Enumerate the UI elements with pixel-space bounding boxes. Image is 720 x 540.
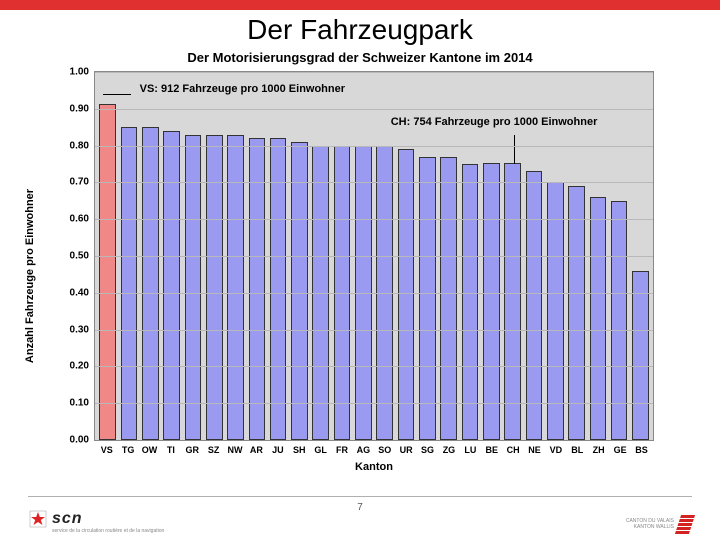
y-tick-label: 0.90: [70, 103, 95, 114]
grid-line: [95, 182, 653, 183]
x-axis-label: Kanton: [94, 461, 654, 473]
x-tick-label: NE: [524, 441, 545, 455]
x-tick-label: FR: [331, 441, 352, 455]
bar: [462, 164, 479, 440]
bar: [249, 138, 266, 440]
x-tick-label: VS: [96, 441, 117, 455]
chart-container: Anzahl Fahrzeuge pro Einwohner VS: 912 F…: [40, 71, 680, 481]
grid-line: [95, 330, 653, 331]
valais-stripes-icon: [675, 515, 695, 534]
x-tick-label: SG: [417, 441, 438, 455]
x-tick-label: SZ: [203, 441, 224, 455]
y-tick-label: 0.80: [70, 140, 95, 151]
chart-title: Der Motorisierungsgrad der Schweizer Kan…: [0, 50, 720, 65]
grid-line: [95, 109, 653, 110]
x-tick-label: TG: [117, 441, 138, 455]
logo-left: scn service de la circulation routière e…: [28, 509, 164, 534]
bar: [547, 182, 564, 440]
bar: [568, 186, 585, 440]
top-accent-bar: [0, 0, 720, 10]
slide-title: Der Fahrzeugpark: [0, 14, 720, 46]
bar: [163, 131, 180, 440]
grid-line: [95, 256, 653, 257]
y-tick-label: 0.30: [70, 324, 95, 335]
x-tick-label: AR: [246, 441, 267, 455]
bar: [632, 271, 649, 440]
x-tick-label: BS: [631, 441, 652, 455]
x-tick-label: NW: [224, 441, 245, 455]
logo-left-text: scn: [52, 510, 83, 527]
x-tick-label: BE: [481, 441, 502, 455]
logo-right-text: CANTON DU VALAISKANTON WALLIS: [626, 519, 674, 530]
y-tick-label: 1.00: [70, 67, 95, 78]
bar: [99, 104, 116, 440]
grid-line: [95, 293, 653, 294]
x-tick-label: TI: [160, 441, 181, 455]
bar: [227, 135, 244, 440]
logo-right: CANTON DU VALAISKANTON WALLIS: [626, 515, 692, 534]
bar: [185, 135, 202, 440]
x-tick-label: BL: [567, 441, 588, 455]
footer: 7 scn service de la circulation routière…: [0, 496, 720, 540]
bar: [504, 163, 521, 440]
x-tick-label: JU: [267, 441, 288, 455]
bar: [526, 171, 543, 440]
x-tick-label: SH: [289, 441, 310, 455]
y-tick-label: 0.40: [70, 287, 95, 298]
annotation-vs-pointer: [103, 94, 131, 95]
y-tick-label: 0.60: [70, 214, 95, 225]
grid-line: [95, 146, 653, 147]
x-tick-label: GL: [310, 441, 331, 455]
grid-line: [95, 219, 653, 220]
grid-line: [95, 366, 653, 367]
y-tick-label: 0.20: [70, 361, 95, 372]
bar: [440, 157, 457, 440]
bar: [206, 135, 223, 440]
x-tick-label: ZG: [438, 441, 459, 455]
grid-line: [95, 72, 653, 73]
y-tick-label: 0.10: [70, 398, 95, 409]
page-number: 7: [357, 502, 363, 513]
annotation-ch-pointer: [514, 135, 515, 164]
x-tick-label: ZH: [588, 441, 609, 455]
y-tick-label: 0.70: [70, 177, 95, 188]
bar: [142, 127, 159, 440]
x-tick-label: GR: [182, 441, 203, 455]
footer-divider: [28, 496, 692, 497]
y-tick-label: 0.00: [70, 435, 95, 446]
x-tick-label: OW: [139, 441, 160, 455]
x-tick-label: CH: [502, 441, 523, 455]
plot-container: VS: 912 Fahrzeuge pro 1000 Einwohner CH:…: [94, 71, 654, 441]
star-icon: [28, 509, 48, 534]
grid-line: [95, 403, 653, 404]
bar: [398, 149, 415, 440]
plot-area: VS: 912 Fahrzeuge pro 1000 Einwohner CH:…: [94, 71, 654, 441]
x-tick-label: SO: [374, 441, 395, 455]
bar: [419, 157, 436, 440]
bar: [291, 142, 308, 440]
bar: [483, 163, 500, 440]
bar: [270, 138, 287, 440]
x-tick-label: GE: [609, 441, 630, 455]
bar: [121, 127, 138, 440]
x-tick-label: LU: [460, 441, 481, 455]
y-tick-label: 0.50: [70, 251, 95, 262]
x-ticks: VSTGOWTIGRSZNWARJUSHGLFRAGSOURSGZGLUBECH…: [94, 441, 654, 455]
x-tick-label: AG: [353, 441, 374, 455]
y-axis-label: Anzahl Fahrzeuge pro Einwohner: [24, 189, 36, 363]
logo-left-sub: service de la circulation routière et de…: [52, 528, 164, 534]
x-tick-label: VD: [545, 441, 566, 455]
x-tick-label: UR: [395, 441, 416, 455]
